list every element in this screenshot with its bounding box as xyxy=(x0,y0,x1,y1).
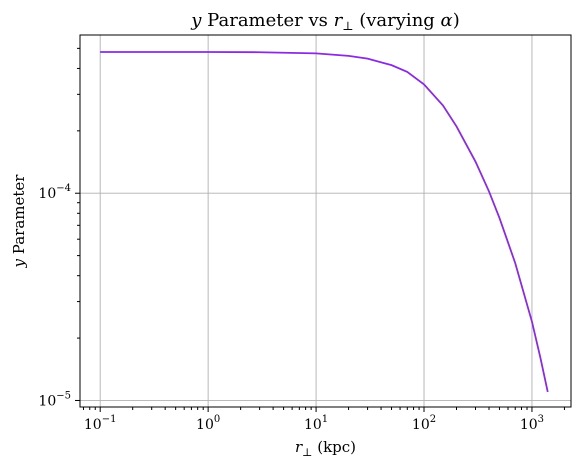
title-alpha-symbol: α xyxy=(441,10,453,31)
title-r-symbol: r xyxy=(334,10,344,31)
xlabel-r-symbol: r xyxy=(295,438,303,456)
title-perp-subscript: ⊥ xyxy=(342,19,353,33)
tick-layer: 10−1 100 101 102 103 10−5 10−4 xyxy=(38,47,565,433)
title-close-paren: ) xyxy=(453,10,460,31)
x-tick-label: 10−1 xyxy=(84,414,117,433)
xlabel-perp-subscript: ⊥ xyxy=(302,446,312,459)
x-tick-label: 103 xyxy=(520,414,544,433)
ylabel-y-symbol: y xyxy=(10,258,28,268)
title-middle-text: Parameter vs xyxy=(201,10,333,31)
x-tick-label: 102 xyxy=(412,414,436,433)
y-tick-label: 10−5 xyxy=(38,390,71,409)
curve-layer xyxy=(100,51,549,393)
y-axis-label: y Parameter xyxy=(10,174,28,269)
ylabel-text: Parameter xyxy=(10,174,28,259)
y-tick-label: 10−4 xyxy=(38,183,71,202)
title-y-symbol: y xyxy=(190,10,202,31)
x-axis-label: r⊥ (kpc) xyxy=(295,438,356,459)
grid-layer xyxy=(80,35,571,407)
chart-title: y Parameter vs r⊥ (varying α) xyxy=(190,10,459,33)
xlabel-unit: (kpc) xyxy=(312,438,356,456)
title-varying-text: (varying xyxy=(354,10,441,31)
axes-frame xyxy=(79,34,572,408)
series-line xyxy=(100,51,549,393)
x-tick-label: 100 xyxy=(196,414,220,433)
x-tick-label: 101 xyxy=(304,414,328,433)
